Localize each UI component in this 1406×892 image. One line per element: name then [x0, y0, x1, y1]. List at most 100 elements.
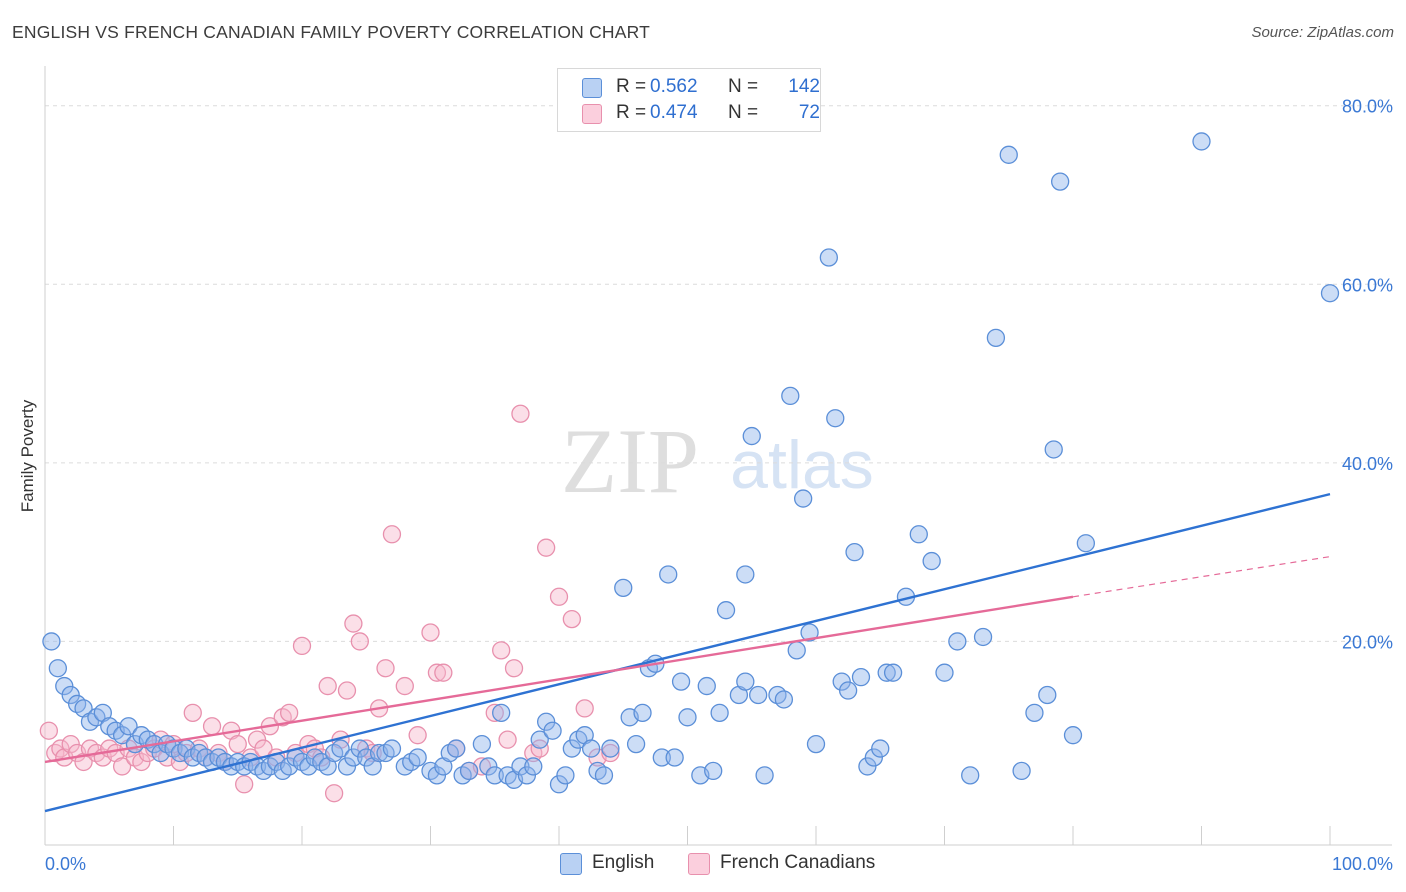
data-point: [986, 328, 1006, 348]
data-point: [350, 632, 369, 651]
data-point: [382, 739, 402, 758]
n-value: 72: [798, 102, 820, 123]
data-point: [678, 708, 697, 727]
data-point: [247, 730, 267, 749]
data-point: [202, 717, 222, 736]
y-tick-label: 40.0%: [1342, 454, 1393, 474]
data-point: [633, 703, 652, 723]
legend-label-english: English: [592, 852, 655, 873]
data-point: [344, 614, 363, 633]
data-point: [832, 672, 851, 691]
data-point: [909, 525, 928, 544]
data-point: [337, 757, 357, 776]
data-point: [504, 659, 524, 678]
data-point: [408, 726, 427, 745]
data-point: [485, 766, 504, 785]
data-point: [511, 404, 530, 423]
data-point: [845, 542, 864, 562]
data-point: [61, 734, 80, 754]
y-tick-label: 80.0%: [1342, 97, 1393, 117]
data-point: [190, 739, 209, 758]
data-point: [228, 734, 247, 754]
r-label: R =: [616, 76, 647, 97]
data-point: [858, 757, 877, 776]
n-label: N =: [728, 76, 759, 97]
watermark-zip: ZIP: [561, 410, 699, 512]
data-point: [395, 676, 414, 696]
english-swatch: [582, 78, 602, 98]
french-canadians-swatch: [688, 853, 710, 875]
data-point: [511, 757, 530, 776]
data-point: [55, 676, 74, 696]
french-canadians-trend-line: [44, 595, 1074, 764]
data-point: [498, 730, 517, 749]
data-point: [871, 739, 890, 758]
data-point: [1051, 172, 1070, 191]
data-point: [1025, 703, 1044, 723]
data-point: [614, 578, 633, 598]
r-value: 0.562: [650, 76, 698, 97]
data-point: [742, 426, 761, 446]
data-point: [999, 145, 1018, 164]
data-point: [279, 703, 299, 723]
data-point: [601, 739, 620, 758]
data-point: [838, 681, 858, 700]
x-tick-label: 0.0%: [45, 854, 86, 874]
data-point: [1044, 440, 1063, 459]
data-point: [736, 672, 755, 691]
data-point: [935, 663, 954, 682]
data-point: [331, 739, 350, 758]
data-point: [427, 663, 447, 682]
data-point: [537, 712, 556, 731]
data-point: [292, 636, 312, 656]
data-point: [112, 757, 132, 776]
data-point: [652, 748, 671, 767]
data-point: [755, 766, 774, 785]
data-point: [549, 775, 569, 794]
n-value: 142: [788, 76, 820, 97]
data-point: [112, 726, 132, 745]
data-point: [408, 748, 427, 767]
data-point: [883, 663, 903, 682]
data-point: [39, 721, 59, 740]
data-point: [626, 734, 646, 754]
data-point: [973, 627, 993, 647]
y-tick-label: 60.0%: [1342, 275, 1393, 295]
data-point: [51, 739, 70, 758]
data-point: [948, 632, 967, 651]
data-point: [421, 623, 440, 642]
r-value: 0.474: [650, 102, 698, 123]
axes: [44, 66, 1392, 846]
data-point: [132, 752, 151, 772]
data-point: [61, 685, 80, 705]
data-point: [594, 766, 614, 785]
data-point: [48, 659, 67, 678]
data-point: [344, 748, 363, 767]
data-point: [434, 663, 453, 682]
data-point: [1063, 726, 1083, 745]
data-point: [601, 743, 620, 763]
data-point: [1038, 685, 1057, 705]
data-point: [492, 641, 511, 660]
data-point: [806, 734, 826, 754]
correlation-legend: R = 0.562 N = 142 R = 0.474 N = 72: [557, 68, 821, 132]
r-label: R =: [616, 102, 647, 123]
x-tick-label: 100.0%: [1332, 854, 1393, 874]
data-point: [736, 565, 755, 584]
data-point: [826, 409, 845, 428]
data-point: [851, 667, 871, 687]
data-point: [819, 248, 838, 267]
data-point: [697, 676, 716, 696]
data-point: [530, 730, 549, 749]
data-point: [42, 632, 61, 651]
data-point: [704, 761, 723, 781]
data-point: [537, 538, 556, 557]
data-point: [659, 565, 678, 584]
data-point: [492, 703, 511, 723]
data-point: [800, 623, 819, 642]
data-point: [382, 525, 402, 544]
data-point: [665, 748, 684, 767]
data-point: [318, 676, 337, 696]
data-point: [556, 766, 575, 785]
data-point: [337, 681, 357, 700]
